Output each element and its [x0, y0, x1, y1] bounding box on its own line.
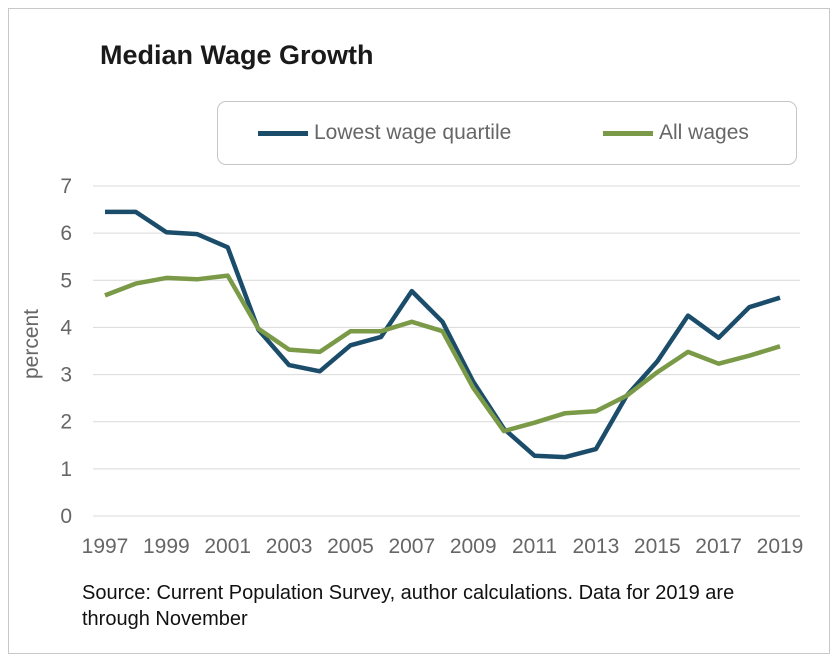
chart-frame [8, 8, 830, 654]
x-tick-label-1997: 1997 [82, 535, 129, 558]
x-tick-label-2015: 2015 [634, 535, 681, 558]
x-tick-label-2005: 2005 [327, 535, 374, 558]
series-line-all-wages [104, 273, 781, 434]
y-tick-label-0: 0 [60, 505, 72, 528]
x-tick-label-2003: 2003 [266, 535, 313, 558]
legend-item-lowest-wage-quartile: Lowest wage quartile [258, 102, 511, 164]
chart-title: Median Wage Growth [100, 40, 374, 70]
legend-swatch-lowest-wage-quartile [258, 130, 308, 136]
y-axis-label: percent [20, 308, 43, 380]
y-tick-label-5: 5 [60, 269, 72, 292]
y-tick-label-6: 6 [60, 222, 72, 245]
x-tick-label-2013: 2013 [573, 535, 620, 558]
y-tick-label-4: 4 [60, 316, 72, 339]
legend: Lowest wage quartile All wages [217, 101, 797, 165]
legend-swatch-all-wages [603, 130, 653, 136]
legend-label-all-wages: All wages [659, 121, 749, 144]
y-tick-label-2: 2 [60, 411, 72, 434]
y-tick-label-7: 7 [60, 175, 72, 198]
y-tick-label-1: 1 [60, 458, 72, 481]
legend-label-lowest-wage-quartile: Lowest wage quartile [314, 121, 512, 144]
x-tick-label-2017: 2017 [695, 535, 742, 558]
source-note: Source: Current Population Survey, autho… [82, 582, 735, 630]
x-tick-label-2011: 2011 [512, 535, 557, 558]
x-tick-label-2019: 2019 [757, 535, 804, 558]
x-tick-label-2001: 2001 [204, 535, 251, 558]
x-tick-label-2007: 2007 [388, 535, 435, 558]
y-tick-label-3: 3 [60, 364, 72, 387]
legend-item-all-wages: All wages [603, 102, 749, 164]
x-tick-label-1999: 1999 [143, 535, 190, 558]
x-tick-label-2009: 2009 [450, 535, 497, 558]
